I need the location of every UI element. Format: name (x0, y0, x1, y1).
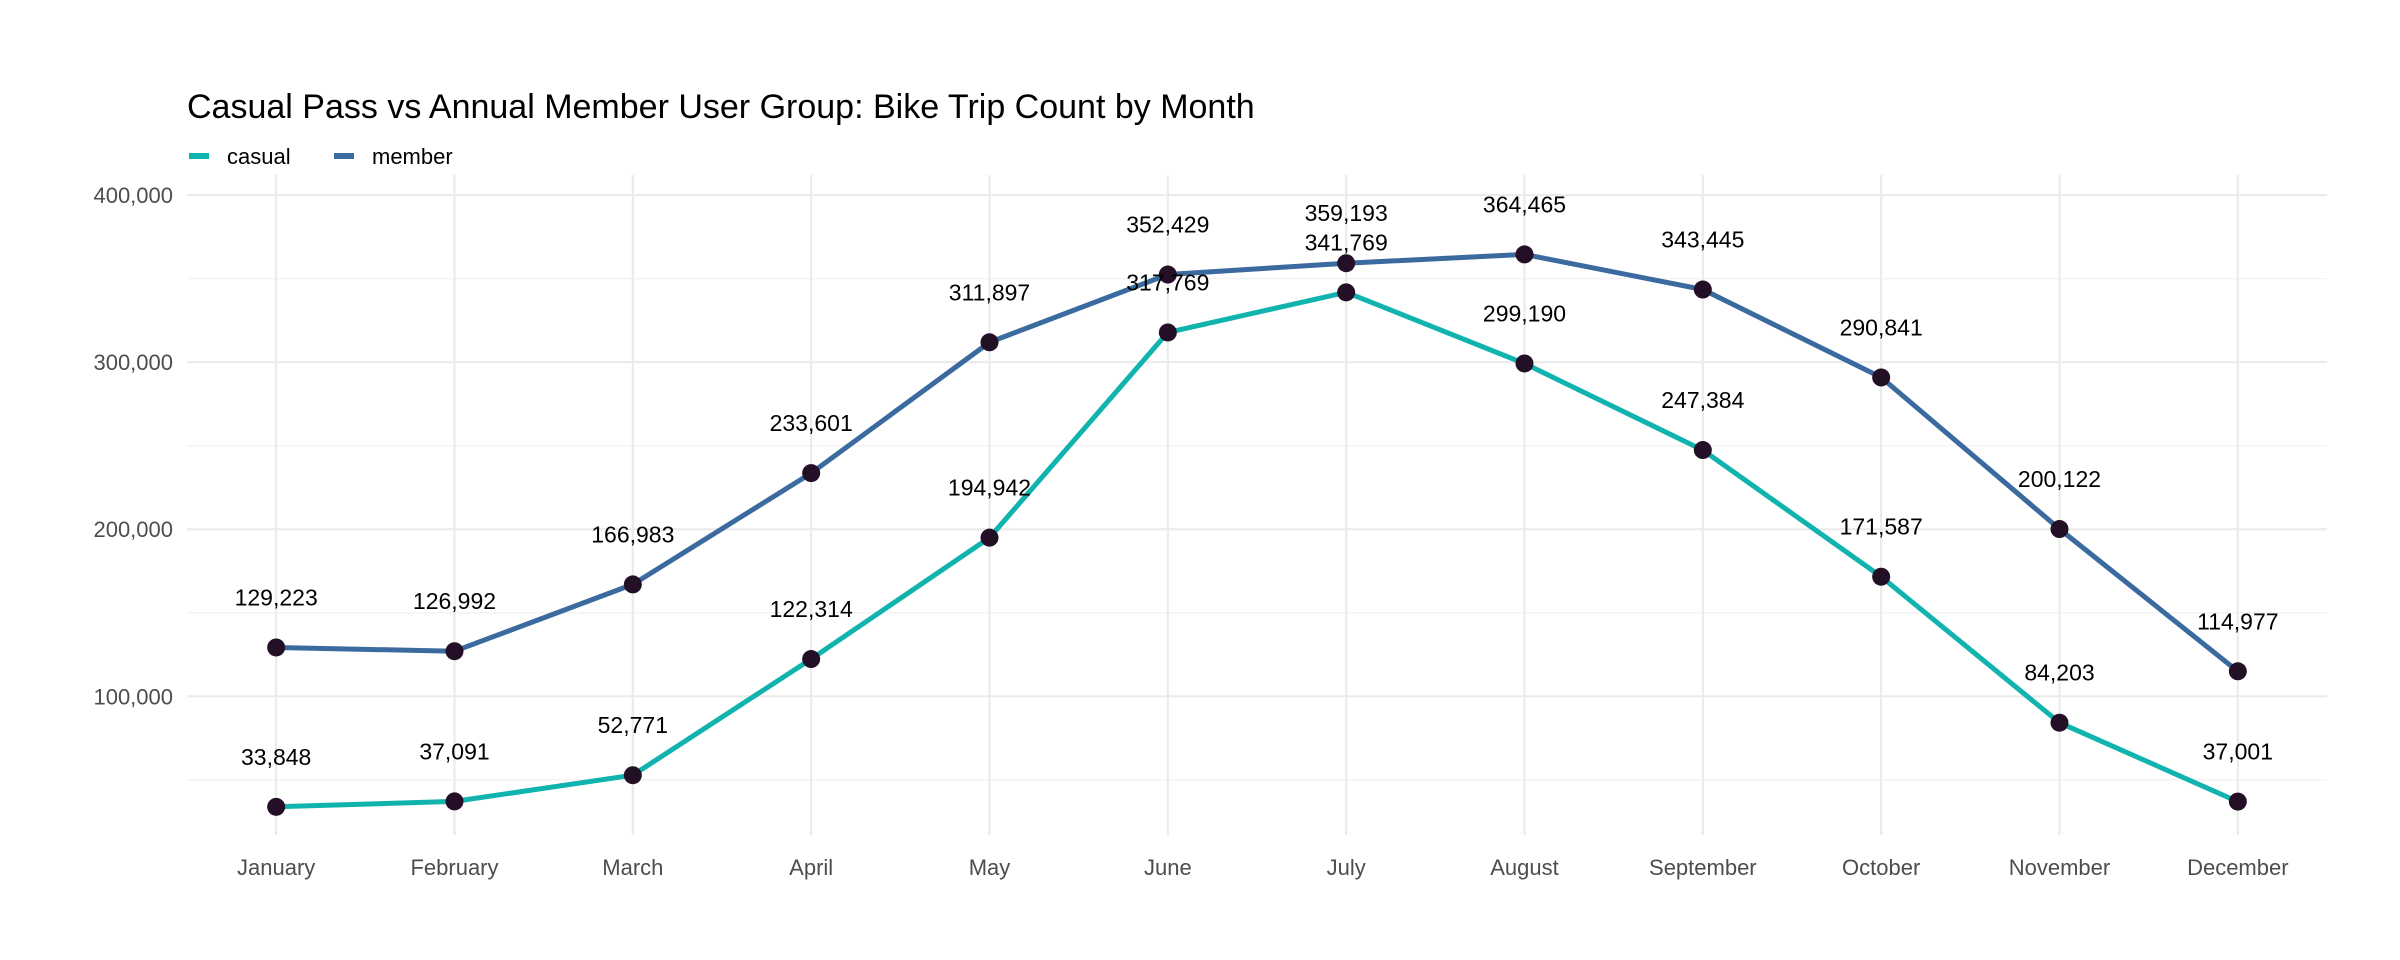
data-point-casual (802, 650, 821, 669)
y-tick-label: 100,000 (93, 684, 173, 709)
x-axis-ticks: January February March April May June July Augu… (237, 855, 2289, 880)
series-line-member (273, 251, 2241, 674)
data-label-member: 290,841 (1840, 314, 1923, 340)
y-tick-label: 400,000 (93, 183, 173, 208)
x-tick-label: June (1144, 855, 1192, 880)
data-point-member (1158, 265, 1177, 284)
data-label-member: 343,445 (1661, 227, 1744, 253)
data-label-casual: 33,848 (241, 744, 311, 770)
data-point-casual (1158, 323, 1177, 342)
data-label-casual: 247,384 (1661, 387, 1744, 413)
data-point-member (802, 464, 821, 483)
data-point-member (2228, 662, 2247, 681)
x-tick-label: March (602, 855, 663, 880)
data-label-casual: 37,091 (419, 738, 489, 764)
data-label-casual: 52,771 (598, 712, 668, 738)
data-label-member: 200,122 (2018, 466, 2101, 492)
data-label-casual: 317,769 (1126, 269, 1209, 295)
x-tick-label: January (237, 855, 315, 880)
x-tick-label: February (410, 855, 498, 880)
x-tick-label: July (1327, 855, 1366, 880)
data-label-casual: 37,001 (2203, 739, 2273, 765)
data-point-member (980, 333, 999, 352)
data-point-casual (1693, 441, 1712, 460)
data-point-casual (1515, 354, 1534, 373)
data-label-casual: 84,203 (2024, 660, 2094, 686)
data-point-member (1337, 254, 1356, 273)
data-point-member (1872, 368, 1891, 387)
data-points (267, 245, 2247, 816)
data-label-member: 114,977 (2197, 608, 2278, 634)
grid (187, 175, 2327, 835)
legend: casual member (189, 144, 453, 169)
series-line-casual (273, 289, 2241, 810)
data-label-member: 311,897 (949, 279, 1030, 305)
x-tick-label: May (969, 855, 1011, 880)
data-point-member (267, 638, 286, 657)
data-point-member (2050, 520, 2069, 539)
data-label-member: 233,601 (770, 410, 853, 436)
y-tick-label: 300,000 (93, 350, 173, 375)
legend-label-member: member (372, 144, 453, 169)
data-label-casual: 341,769 (1305, 229, 1388, 255)
chart-title: Casual Pass vs Annual Member User Group:… (187, 88, 1255, 126)
data-point-casual (267, 797, 286, 816)
legend-label-casual: casual (227, 144, 291, 169)
data-point-casual (2228, 792, 2247, 811)
data-label-casual: 299,190 (1483, 300, 1566, 326)
data-label-casual: 171,587 (1840, 514, 1923, 540)
data-label-casual: 122,314 (770, 596, 853, 622)
data-point-member (1515, 245, 1534, 264)
data-point-casual (980, 528, 999, 547)
data-point-casual (1337, 283, 1356, 302)
data-label-casual: 194,942 (948, 475, 1031, 501)
data-labels: 33,848 37,091 52,771 122,314 194,942 317,769 3… (235, 191, 2279, 769)
data-point-casual (2050, 713, 2069, 732)
data-point-casual (445, 792, 464, 811)
series-lines (273, 251, 2241, 810)
data-label-member: 364,465 (1483, 191, 1566, 217)
x-tick-label: April (789, 855, 833, 880)
data-point-member (445, 642, 464, 661)
data-point-casual (623, 766, 642, 785)
x-tick-label: November (2009, 855, 2110, 880)
x-tick-label: October (1842, 855, 1920, 880)
data-point-member (623, 575, 642, 594)
data-point-casual (1872, 567, 1891, 586)
data-label-member: 126,992 (413, 588, 496, 614)
x-tick-label: September (1649, 855, 1757, 880)
x-tick-label: December (2187, 855, 2288, 880)
y-tick-label: 200,000 (93, 517, 173, 542)
x-tick-label: August (1490, 855, 1559, 880)
data-label-member: 359,193 (1305, 200, 1388, 226)
data-point-member (1693, 280, 1712, 299)
data-label-member: 129,223 (235, 584, 318, 610)
data-label-member: 352,429 (1126, 212, 1209, 238)
data-label-member: 166,983 (591, 521, 674, 547)
y-axis-ticks: 100,000 200,000 300,000 400,000 (93, 183, 173, 709)
